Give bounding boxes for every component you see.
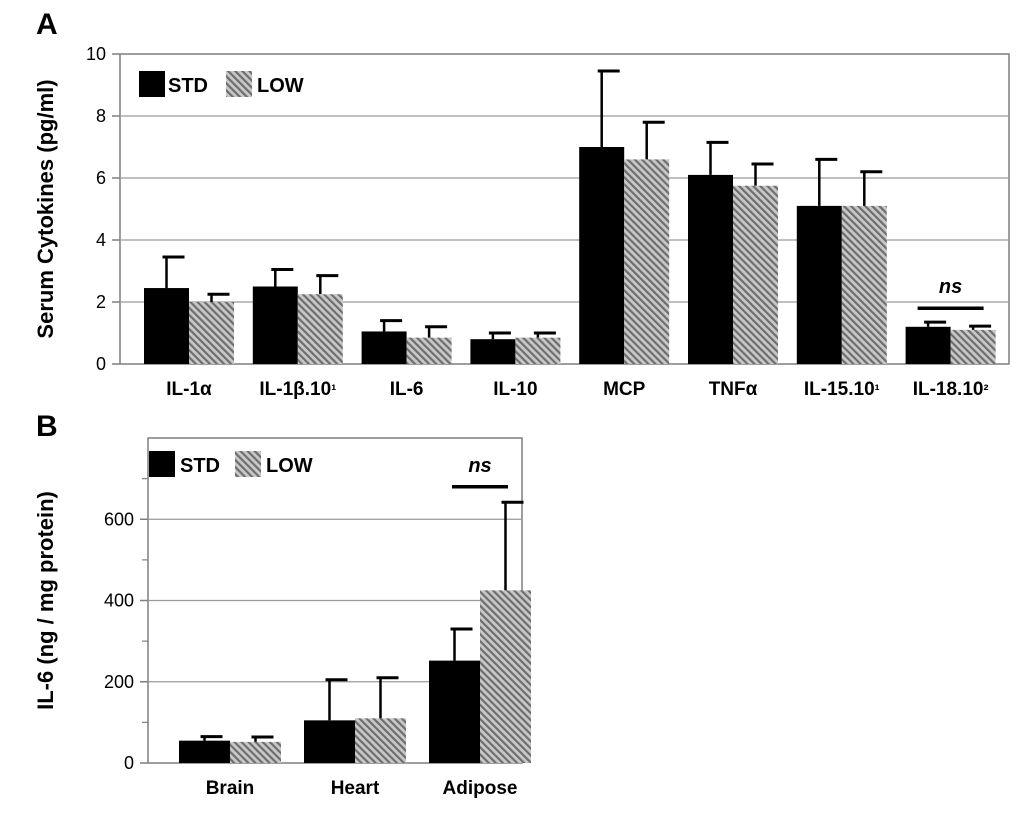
x-tick-label: Brain	[206, 778, 255, 799]
bar-std	[304, 720, 355, 763]
x-tick-label: IL-15.10¹	[804, 379, 880, 400]
x-tick-label: Heart	[331, 778, 380, 799]
x-tick-label: IL-10	[493, 379, 537, 400]
bar-low	[480, 590, 531, 763]
y-axis-label: IL-6 (ng / mg protein)	[33, 491, 58, 710]
bar-std	[688, 174, 733, 364]
x-tick-label: Adipose	[443, 778, 518, 799]
y-tick-label: 4	[96, 230, 106, 250]
y-tick-label: 8	[96, 106, 106, 126]
y-tick-label: 10	[86, 44, 106, 64]
bar-std	[579, 147, 625, 364]
bar-std	[361, 331, 407, 364]
legend-label-low: LOW	[266, 455, 313, 477]
bar-std	[470, 339, 516, 364]
legend-label-std: STD	[180, 455, 220, 477]
panel-label: A	[36, 8, 58, 41]
bar-std	[796, 205, 842, 364]
bar-low	[406, 337, 452, 364]
bar-low	[841, 205, 887, 364]
x-tick-label: IL-18.10²	[913, 379, 989, 400]
y-tick-label: 400	[104, 591, 134, 611]
x-tick-label: IL-1α	[166, 379, 212, 400]
legend-label-std: STD	[168, 75, 208, 97]
y-tick-label: 2	[96, 292, 106, 312]
bar-std	[429, 660, 480, 763]
bar-low	[355, 718, 406, 763]
legend-swatch-low	[235, 451, 261, 477]
significance-label: ns	[468, 455, 491, 477]
bar-low	[950, 329, 996, 364]
legend-swatch-low	[226, 71, 252, 97]
y-tick-label: 600	[104, 509, 134, 529]
bar-low	[230, 741, 281, 763]
bar-std	[144, 288, 189, 364]
x-tick-label: IL-1β.10¹	[259, 379, 336, 400]
bar-low	[733, 185, 778, 364]
bar-low	[624, 159, 670, 364]
bar-low	[297, 294, 343, 364]
bar-std	[905, 326, 951, 364]
legend-swatch-std	[139, 71, 165, 97]
bar-std	[252, 286, 298, 364]
bar-low	[189, 302, 234, 364]
panel-label: B	[36, 410, 58, 443]
y-tick-label: 0	[96, 354, 106, 374]
y-tick-label: 0	[124, 753, 134, 773]
legend-label-low: LOW	[257, 75, 304, 97]
x-tick-label: IL-6	[390, 379, 424, 400]
y-tick-label: 6	[96, 168, 106, 188]
x-tick-label: TNFα	[709, 379, 758, 400]
plot-frame	[119, 53, 1010, 365]
y-tick-label: 200	[104, 672, 134, 692]
bar-std	[179, 740, 230, 763]
bar-low	[515, 337, 561, 364]
significance-label: ns	[939, 276, 962, 298]
y-axis-label: Serum Cytokines (pg/ml)	[33, 79, 58, 338]
legend-swatch-std	[149, 451, 175, 477]
x-tick-label: MCP	[603, 379, 646, 400]
